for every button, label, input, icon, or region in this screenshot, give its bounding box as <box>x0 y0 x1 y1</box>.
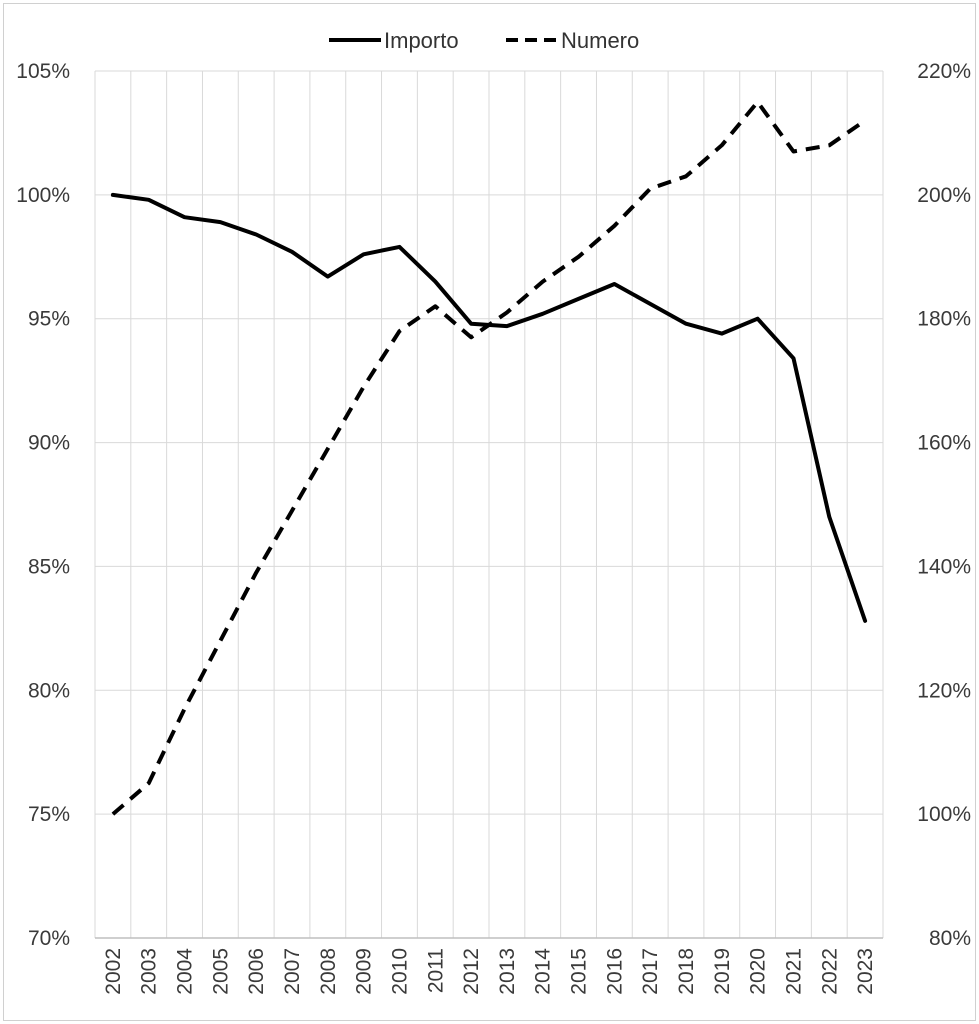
right-tick-label: 200% <box>917 184 971 207</box>
x-tick-label: 2019 <box>711 948 734 995</box>
x-tick-label: 2017 <box>639 948 662 995</box>
left-tick-label: 100% <box>16 184 70 207</box>
series-line-numero <box>111 100 867 816</box>
x-tick-label: 2022 <box>818 948 841 995</box>
x-tick-label: 2011 <box>424 948 447 993</box>
legend-label-importo: Importo <box>384 28 459 53</box>
x-tick-label: 2018 <box>675 948 698 995</box>
x-tick-label: 2003 <box>138 948 161 995</box>
right-tick-label: 120% <box>917 679 971 702</box>
x-tick-label: 2002 <box>102 948 125 995</box>
x-tick-label: 2020 <box>747 948 770 995</box>
x-tick-label: 2007 <box>281 948 304 995</box>
x-tick-label: 2015 <box>568 948 591 995</box>
left-tick-label: 105% <box>16 60 70 83</box>
x-tick-label: 2010 <box>388 948 411 995</box>
legend-label-numero: Numero <box>561 28 639 53</box>
x-tick-label: 2005 <box>209 948 232 995</box>
x-tick-label: 2013 <box>496 948 519 995</box>
x-tick-label: 2014 <box>532 948 555 995</box>
x-tick-label: 2009 <box>353 948 376 995</box>
x-tick-label: 2016 <box>603 948 626 995</box>
series-lines <box>110 100 868 816</box>
gridlines <box>94 70 884 938</box>
x-tick-label: 2008 <box>317 948 340 995</box>
left-tick-label: 90% <box>28 432 70 455</box>
right-tick-label: 100% <box>917 803 971 826</box>
x-tick-label: 2012 <box>460 948 483 995</box>
left-tick-label: 80% <box>28 679 70 702</box>
x-tick-label: 2004 <box>174 948 197 995</box>
right-tick-label: 140% <box>917 555 971 578</box>
left-axis-ticks: 70% 75% 80% 85% 90% 95% 100% 105% <box>16 60 70 950</box>
left-tick-label: 75% <box>28 803 70 826</box>
left-tick-label: 85% <box>28 555 70 578</box>
left-tick-label: 95% <box>28 308 70 331</box>
right-tick-label: 220% <box>917 60 971 83</box>
right-tick-label: 80% <box>929 927 971 950</box>
x-tick-label: 2021 <box>782 948 805 995</box>
x-axis-ticks: 2002 2003 2004 2005 2006 2007 2008 2009 2010 2011… <box>102 948 877 995</box>
right-tick-label: 180% <box>917 308 971 331</box>
x-tick-label: 2006 <box>245 948 268 995</box>
right-tick-label: 160% <box>917 432 971 455</box>
x-tick-label: 2023 <box>854 948 877 995</box>
right-axis-ticks: 80% 100% 120% 140% 160% 180% 200% 220% <box>917 60 971 950</box>
left-tick-label: 70% <box>28 927 70 950</box>
legend: Importo Numero <box>329 28 639 53</box>
